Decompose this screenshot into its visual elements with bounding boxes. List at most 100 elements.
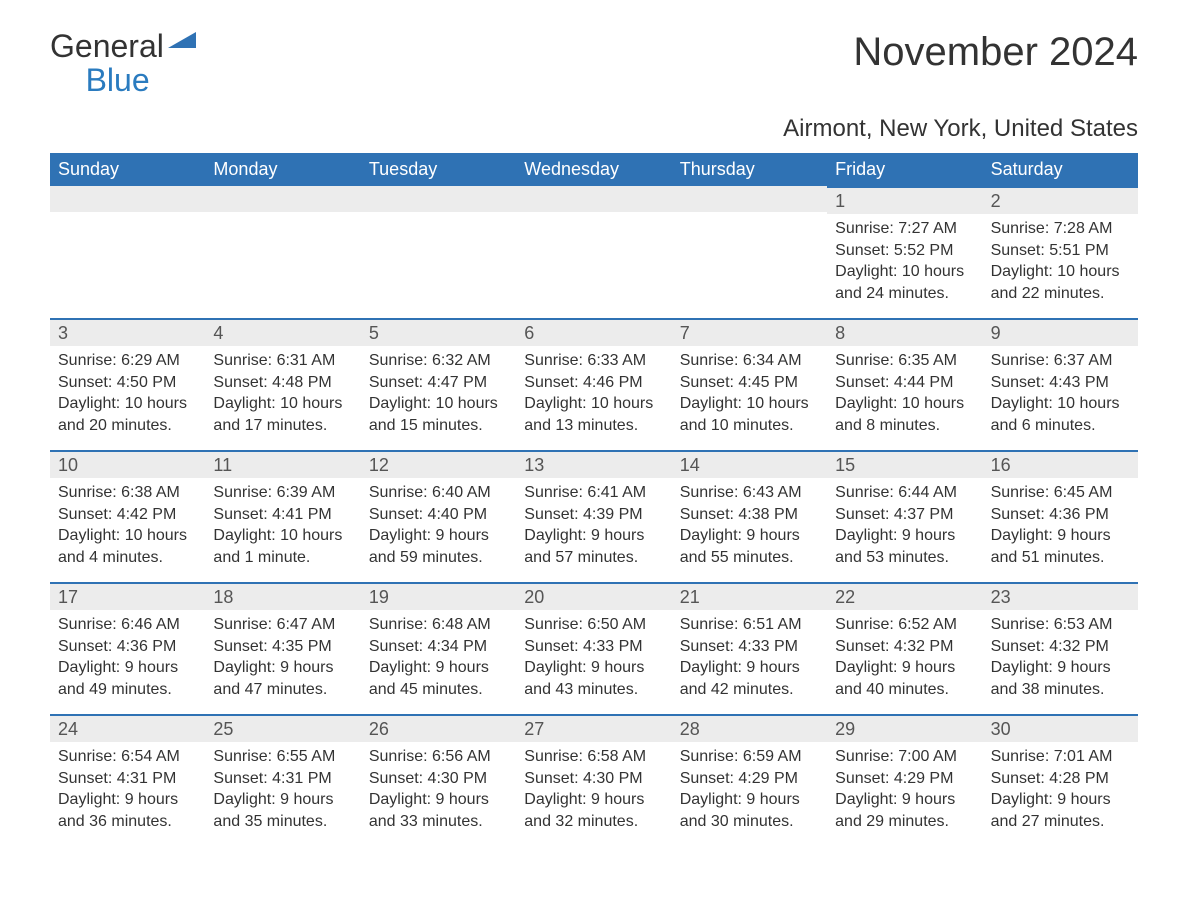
sunset-line: Sunset: 4:31 PM [58,768,197,790]
empty-day [361,186,516,212]
day-body: Sunrise: 7:00 AMSunset: 4:29 PMDaylight:… [827,742,982,846]
day-cell [361,186,516,318]
daylight-line: Daylight: 9 hours and 47 minutes. [213,657,352,700]
sunrise-line: Sunrise: 6:50 AM [524,614,663,636]
empty-day [205,186,360,212]
day-cell: 2Sunrise: 7:28 AMSunset: 5:51 PMDaylight… [983,186,1138,318]
daylight-line: Daylight: 9 hours and 55 minutes. [680,525,819,568]
day-number: 25 [205,714,360,742]
sunset-line: Sunset: 4:32 PM [835,636,974,658]
empty-day [50,186,205,212]
day-body: Sunrise: 6:52 AMSunset: 4:32 PMDaylight:… [827,610,982,714]
day-number: 2 [983,186,1138,214]
sunrise-line: Sunrise: 6:47 AM [213,614,352,636]
day-cell: 26Sunrise: 6:56 AMSunset: 4:30 PMDayligh… [361,714,516,846]
week-row: 1Sunrise: 7:27 AMSunset: 5:52 PMDaylight… [50,186,1138,318]
daylight-line: Daylight: 10 hours and 24 minutes. [835,261,974,304]
day-body: Sunrise: 6:48 AMSunset: 4:34 PMDaylight:… [361,610,516,714]
day-number: 16 [983,450,1138,478]
sunrise-line: Sunrise: 6:29 AM [58,350,197,372]
day-body: Sunrise: 6:44 AMSunset: 4:37 PMDaylight:… [827,478,982,582]
sunset-line: Sunset: 4:47 PM [369,372,508,394]
day-body: Sunrise: 6:31 AMSunset: 4:48 PMDaylight:… [205,346,360,450]
day-cell: 21Sunrise: 6:51 AMSunset: 4:33 PMDayligh… [672,582,827,714]
daylight-line: Daylight: 9 hours and 49 minutes. [58,657,197,700]
daylight-line: Daylight: 9 hours and 29 minutes. [835,789,974,832]
sunrise-line: Sunrise: 6:33 AM [524,350,663,372]
day-body: Sunrise: 6:29 AMSunset: 4:50 PMDaylight:… [50,346,205,450]
empty-day [672,186,827,212]
daylight-line: Daylight: 9 hours and 27 minutes. [991,789,1130,832]
sunrise-line: Sunrise: 6:45 AM [991,482,1130,504]
day-number: 14 [672,450,827,478]
day-cell: 23Sunrise: 6:53 AMSunset: 4:32 PMDayligh… [983,582,1138,714]
daylight-line: Daylight: 10 hours and 1 minute. [213,525,352,568]
sunset-line: Sunset: 4:33 PM [524,636,663,658]
day-body: Sunrise: 6:55 AMSunset: 4:31 PMDaylight:… [205,742,360,846]
daylight-line: Daylight: 9 hours and 51 minutes. [991,525,1130,568]
daylight-line: Daylight: 10 hours and 6 minutes. [991,393,1130,436]
logo-word2: Blue [86,62,150,98]
week-row: 10Sunrise: 6:38 AMSunset: 4:42 PMDayligh… [50,450,1138,582]
weekday-header: Saturday [983,153,1138,186]
sunset-line: Sunset: 4:37 PM [835,504,974,526]
day-body: Sunrise: 6:38 AMSunset: 4:42 PMDaylight:… [50,478,205,582]
sunset-line: Sunset: 4:50 PM [58,372,197,394]
day-cell: 27Sunrise: 6:58 AMSunset: 4:30 PMDayligh… [516,714,671,846]
day-body: Sunrise: 6:58 AMSunset: 4:30 PMDaylight:… [516,742,671,846]
sunset-line: Sunset: 4:44 PM [835,372,974,394]
weekday-header: Monday [205,153,360,186]
week-row: 3Sunrise: 6:29 AMSunset: 4:50 PMDaylight… [50,318,1138,450]
day-number: 13 [516,450,671,478]
sunrise-line: Sunrise: 6:46 AM [58,614,197,636]
day-body: Sunrise: 6:35 AMSunset: 4:44 PMDaylight:… [827,346,982,450]
sunrise-line: Sunrise: 7:27 AM [835,218,974,240]
day-cell: 8Sunrise: 6:35 AMSunset: 4:44 PMDaylight… [827,318,982,450]
daylight-line: Daylight: 9 hours and 36 minutes. [58,789,197,832]
sunrise-line: Sunrise: 6:38 AM [58,482,197,504]
day-body: Sunrise: 7:27 AMSunset: 5:52 PMDaylight:… [827,214,982,318]
day-body: Sunrise: 6:59 AMSunset: 4:29 PMDaylight:… [672,742,827,846]
weeks-container: 1Sunrise: 7:27 AMSunset: 5:52 PMDaylight… [50,186,1138,846]
empty-day-body [516,212,671,316]
day-body: Sunrise: 6:34 AMSunset: 4:45 PMDaylight:… [672,346,827,450]
day-body: Sunrise: 6:46 AMSunset: 4:36 PMDaylight:… [50,610,205,714]
day-number: 27 [516,714,671,742]
sunset-line: Sunset: 5:52 PM [835,240,974,262]
day-cell: 16Sunrise: 6:45 AMSunset: 4:36 PMDayligh… [983,450,1138,582]
daylight-line: Daylight: 9 hours and 38 minutes. [991,657,1130,700]
day-body: Sunrise: 6:32 AMSunset: 4:47 PMDaylight:… [361,346,516,450]
calendar: SundayMondayTuesdayWednesdayThursdayFrid… [50,153,1138,846]
sunrise-line: Sunrise: 6:56 AM [369,746,508,768]
daylight-line: Daylight: 10 hours and 15 minutes. [369,393,508,436]
sunset-line: Sunset: 4:45 PM [680,372,819,394]
day-number: 19 [361,582,516,610]
day-cell [672,186,827,318]
sunrise-line: Sunrise: 7:00 AM [835,746,974,768]
sunset-line: Sunset: 4:30 PM [369,768,508,790]
sunset-line: Sunset: 4:34 PM [369,636,508,658]
sunset-line: Sunset: 4:33 PM [680,636,819,658]
day-number: 17 [50,582,205,610]
day-cell: 13Sunrise: 6:41 AMSunset: 4:39 PMDayligh… [516,450,671,582]
empty-day-body [672,212,827,316]
day-cell: 15Sunrise: 6:44 AMSunset: 4:37 PMDayligh… [827,450,982,582]
daylight-line: Daylight: 9 hours and 57 minutes. [524,525,663,568]
sunrise-line: Sunrise: 6:53 AM [991,614,1130,636]
sunset-line: Sunset: 4:39 PM [524,504,663,526]
sunrise-line: Sunrise: 6:52 AM [835,614,974,636]
location-label: Airmont, New York, United States [50,115,1138,143]
day-number: 21 [672,582,827,610]
day-cell: 7Sunrise: 6:34 AMSunset: 4:45 PMDaylight… [672,318,827,450]
day-cell: 5Sunrise: 6:32 AMSunset: 4:47 PMDaylight… [361,318,516,450]
sunrise-line: Sunrise: 6:43 AM [680,482,819,504]
day-number: 11 [205,450,360,478]
empty-day-body [205,212,360,316]
sunset-line: Sunset: 4:29 PM [835,768,974,790]
day-cell: 20Sunrise: 6:50 AMSunset: 4:33 PMDayligh… [516,582,671,714]
daylight-line: Daylight: 9 hours and 40 minutes. [835,657,974,700]
day-number: 26 [361,714,516,742]
sunset-line: Sunset: 4:35 PM [213,636,352,658]
sunset-line: Sunset: 4:43 PM [991,372,1130,394]
day-cell: 25Sunrise: 6:55 AMSunset: 4:31 PMDayligh… [205,714,360,846]
